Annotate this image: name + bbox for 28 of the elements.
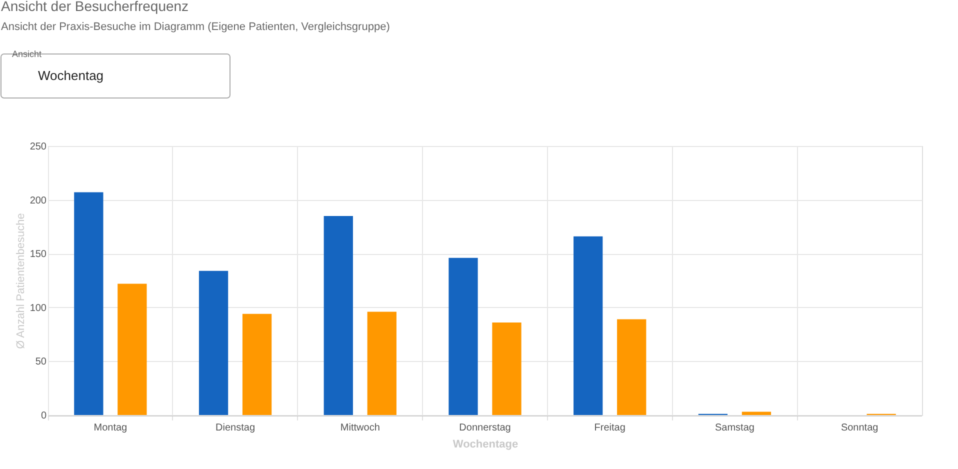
text: Wochentag [38,68,104,83]
chart-title: Ansicht der Besucherfrequenz [1,0,189,14]
bar [492,322,522,415]
x-tick-label: Freitag [594,422,626,434]
y-tick-label: 0 [40,410,47,422]
bar [617,319,646,415]
bar [574,236,603,415]
bar [324,216,353,415]
x-tick-label: Mittwoch [340,422,380,434]
y-tick-label: 100 [30,302,47,314]
bar [448,258,478,415]
bar [118,284,147,415]
chart-subtitle: Ansicht der Praxis-Besuche im Diagramm (Eigene Patienten, Vergleichsgruppe) [1,21,390,33]
bar [742,412,772,415]
x-tick-label: Montag [94,422,128,434]
y-tick-label: 50 [35,356,47,368]
bar [242,314,272,415]
y-tick-label: 150 [30,249,47,260]
y-tick-label: 250 [30,142,47,152]
x-tick-label: Donnerstag [459,422,511,434]
bar [367,312,396,415]
x-tick-label: Sonntag [840,422,878,434]
bar [74,192,104,415]
x-tick-label: Dienstag [216,422,256,434]
x-tick-label: Samstag [714,422,754,434]
bar [198,270,228,415]
y-tick-label: 200 [30,195,47,206]
text: Ansicht [12,49,42,59]
